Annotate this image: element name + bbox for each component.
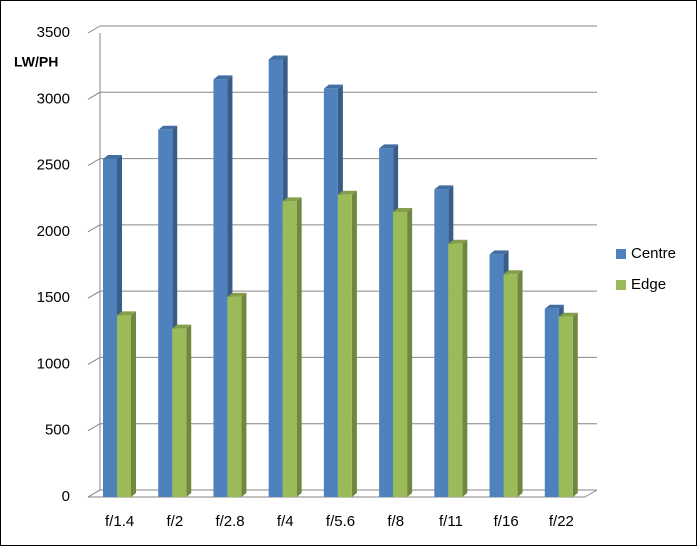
bar-side: [131, 311, 136, 497]
bar-top: [268, 55, 288, 60]
bar-top: [323, 84, 343, 89]
grid-segment: [87, 158, 597, 167]
bar-side: [462, 239, 468, 497]
x-tick-label: f/8: [387, 513, 404, 530]
grid-line: [87, 25, 597, 34]
bar-face: [227, 296, 242, 497]
grid-segment: [87, 489, 597, 498]
legend-label: Centre: [631, 245, 676, 262]
bar-face: [213, 79, 228, 498]
grid-line: [87, 224, 597, 233]
bar-top: [448, 239, 468, 244]
x-tick-label: f/16: [494, 513, 519, 530]
bar-face: [503, 274, 518, 497]
bar-face: [434, 189, 449, 498]
bar-face: [268, 59, 283, 498]
grid-segment: [87, 91, 597, 100]
grid-line: [87, 489, 597, 498]
bar: [227, 292, 247, 497]
bar-top: [282, 197, 302, 202]
bar-top: [393, 207, 413, 212]
bar-face: [158, 129, 173, 497]
y-tick-label: 1000: [37, 355, 70, 372]
bar: [117, 311, 136, 497]
bar: [448, 239, 468, 497]
bar: [558, 312, 578, 497]
grid-segment: [87, 290, 597, 299]
bar-side: [517, 270, 523, 497]
bar-top: [213, 75, 233, 80]
legend-swatch: [616, 280, 626, 290]
bar-top: [558, 312, 578, 317]
bar-top: [158, 125, 178, 130]
bar-face: [337, 194, 352, 498]
legend-swatch: [616, 249, 626, 259]
legend-label: Edge: [631, 276, 666, 293]
grid-line: [87, 91, 597, 100]
bar-top: [489, 250, 509, 255]
bar-side: [351, 190, 357, 498]
y-tick-label: 1500: [37, 289, 70, 306]
bar-top: [172, 324, 192, 329]
y-tick-label: 3000: [37, 90, 70, 107]
bar-top: [337, 190, 357, 195]
bar-face: [558, 316, 573, 497]
bar: [503, 270, 523, 497]
bar-side: [186, 324, 192, 497]
bar-face: [323, 88, 338, 498]
bar-face: [379, 148, 394, 497]
grid-line: [87, 356, 597, 365]
grid-segment: [87, 356, 597, 365]
bar-side: [572, 312, 578, 497]
axis-line: [584, 489, 598, 498]
bar-top: [103, 154, 122, 159]
bar-top: [434, 185, 454, 190]
y-tick-label: 500: [45, 422, 70, 439]
bar-face: [103, 158, 117, 497]
grid-line: [87, 158, 597, 167]
grid-line: [87, 290, 597, 299]
bar-top: [503, 270, 523, 275]
x-tick-label: f/5.6: [326, 513, 355, 530]
bar-face: [282, 201, 297, 497]
grid-segment: [87, 25, 597, 34]
x-tick-label: f/2: [166, 513, 183, 530]
x-tick-label: f/22: [549, 513, 574, 530]
grid-segment: [87, 423, 597, 432]
x-tick-label: f/2.8: [215, 513, 244, 530]
y-tick-label: 3500: [37, 24, 70, 41]
bar-top: [544, 304, 564, 309]
y-tick-label: 0: [62, 488, 70, 505]
bar-face: [448, 243, 463, 497]
bar-top: [227, 292, 247, 297]
bar-face: [544, 308, 559, 497]
bar: [337, 190, 357, 498]
y-tick-label: 2000: [37, 223, 70, 240]
grid-line: [87, 423, 597, 432]
y-axis-label: LW/PH: [14, 54, 58, 70]
y-tick-label: 2500: [37, 157, 70, 174]
x-tick-label: f/1.4: [105, 513, 134, 530]
bar-face: [117, 315, 131, 497]
bar-side: [296, 197, 302, 497]
bar-face: [172, 328, 187, 497]
bar-side: [407, 207, 413, 497]
bar-face: [489, 254, 504, 497]
bar: [393, 207, 413, 497]
bar-face: [393, 211, 408, 497]
bar: [282, 197, 302, 497]
x-tick-label: f/11: [439, 513, 463, 530]
bar-side: [241, 292, 247, 497]
bar: [172, 324, 192, 497]
bar-top: [379, 144, 399, 149]
grid-segment: [87, 224, 597, 233]
x-tick-label: f/4: [277, 513, 294, 530]
bar-top: [117, 311, 136, 316]
